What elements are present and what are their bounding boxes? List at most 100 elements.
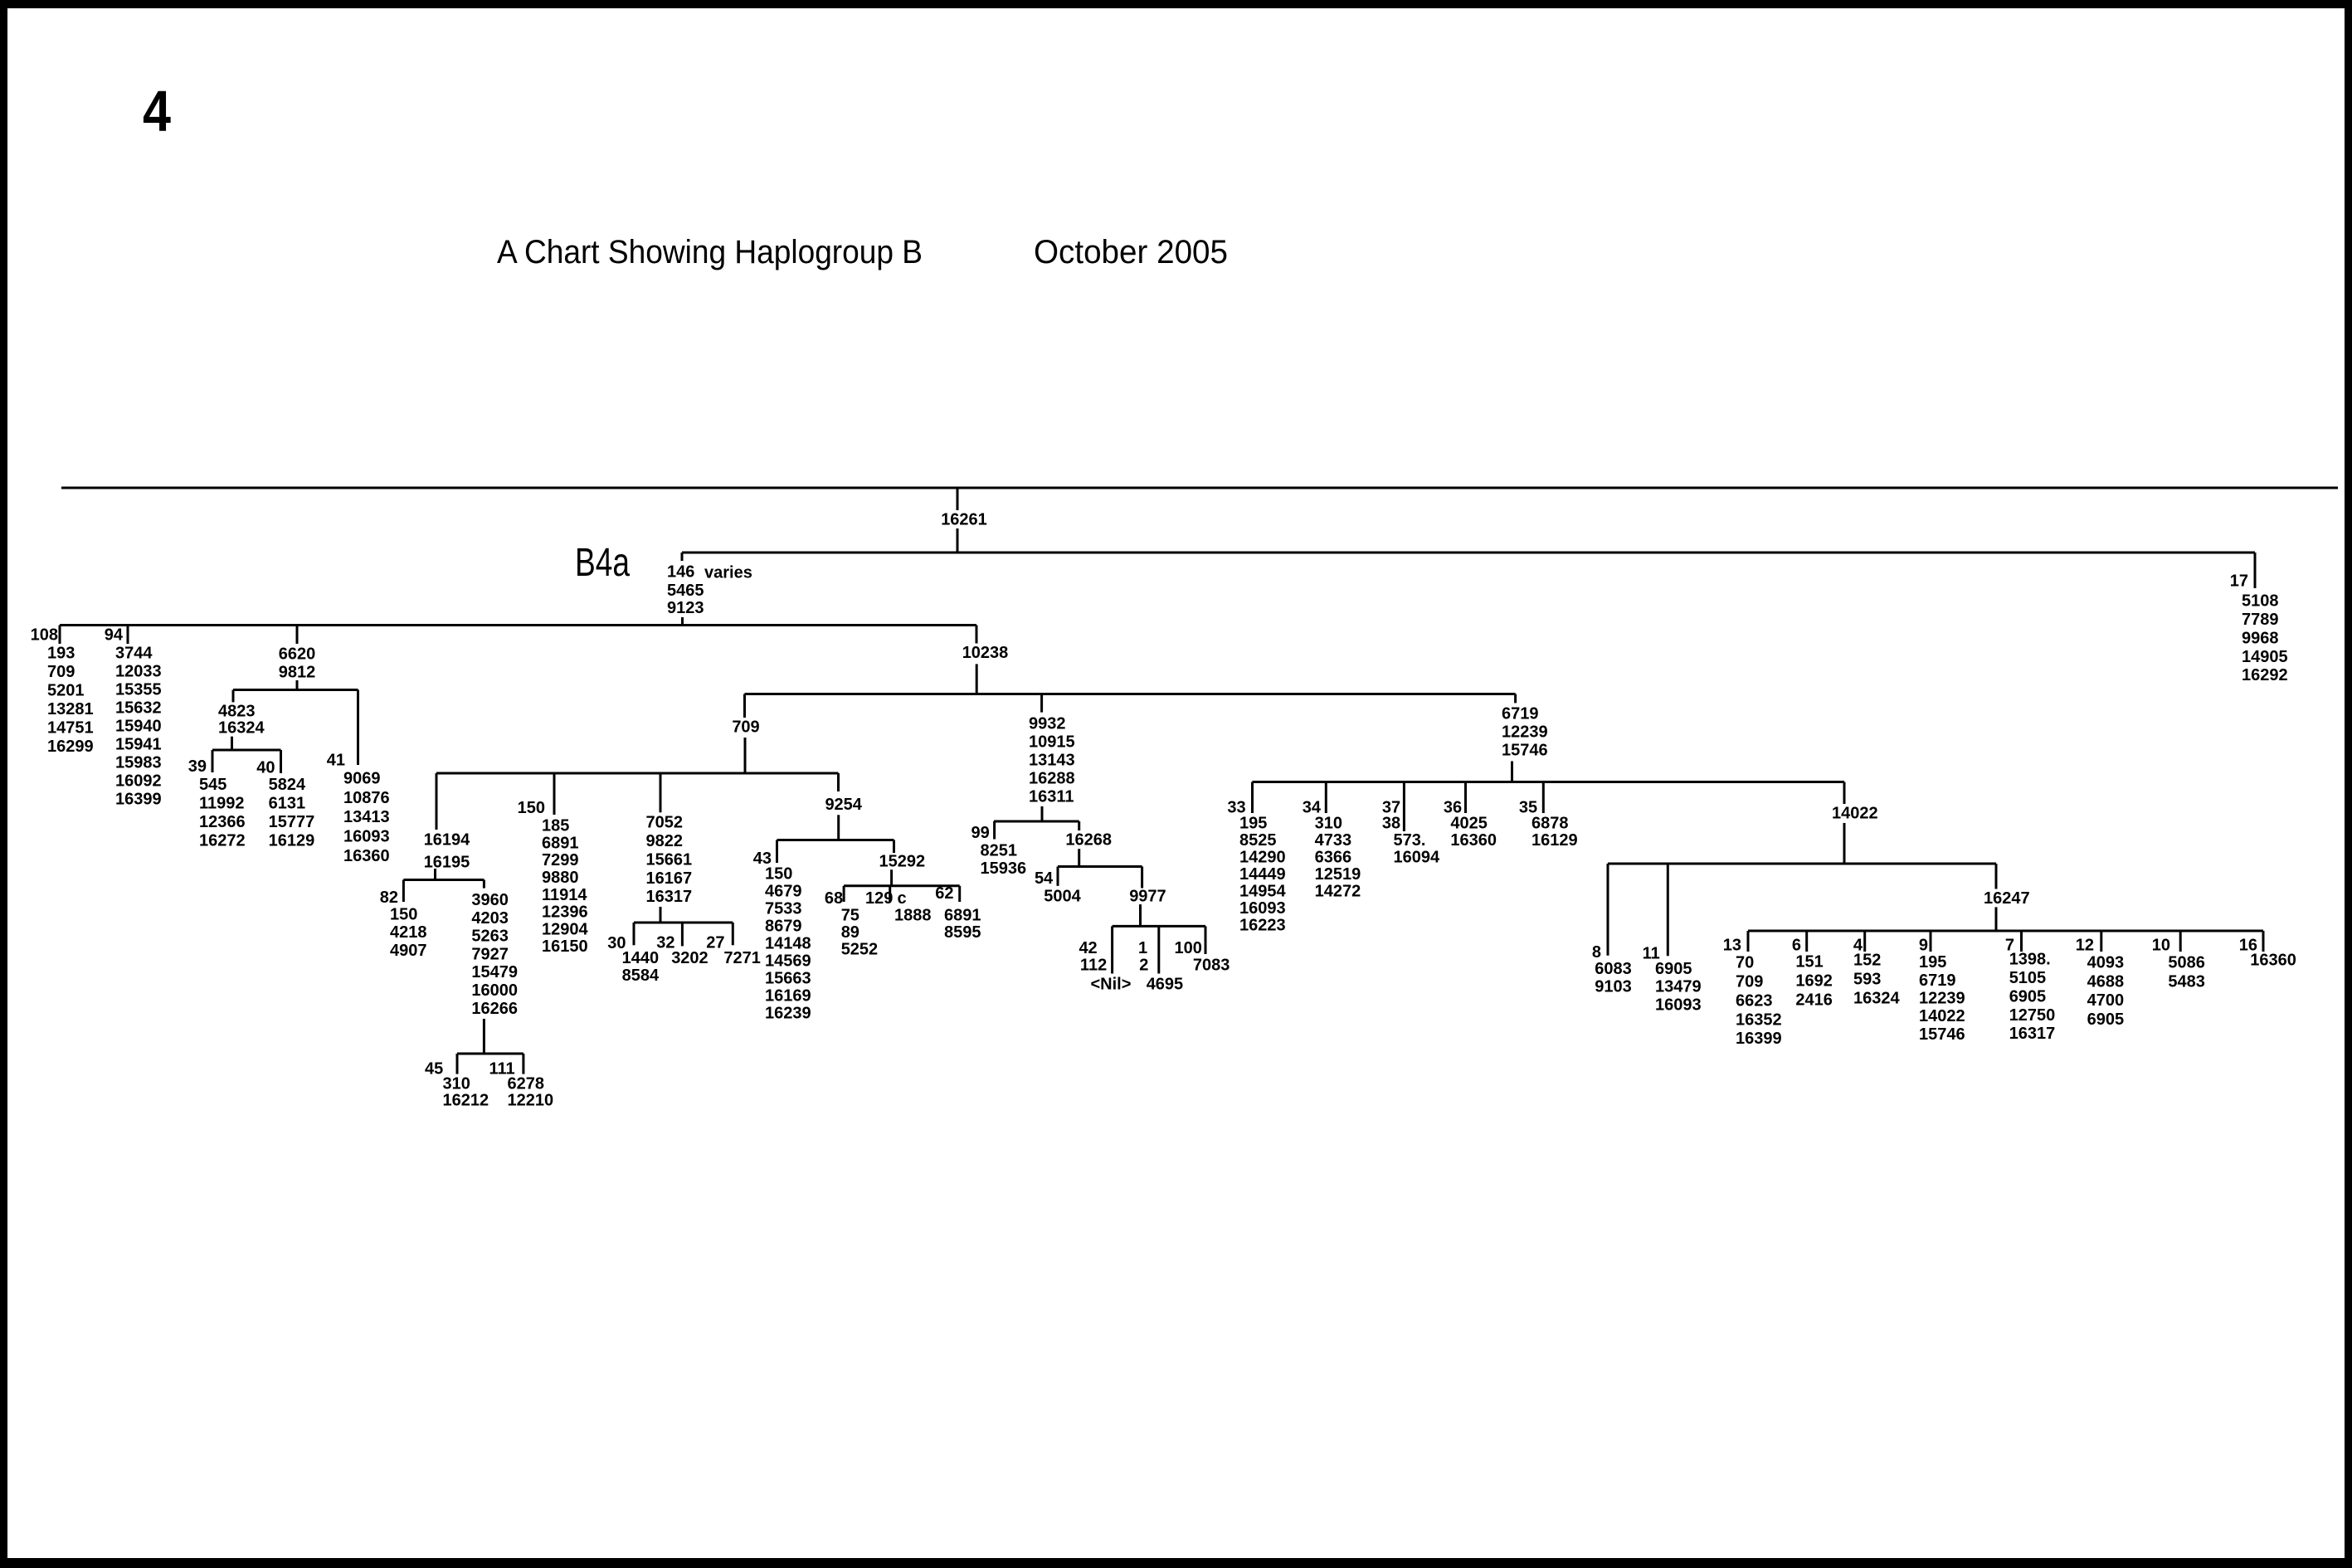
svg-text:709: 709	[47, 663, 75, 681]
svg-text:5483: 5483	[2168, 972, 2205, 991]
svg-text:16093: 16093	[343, 828, 390, 846]
svg-text:150: 150	[765, 865, 792, 884]
svg-text:7083: 7083	[1193, 956, 1230, 974]
svg-text:15746: 15746	[1919, 1025, 1965, 1044]
svg-text:6623: 6623	[1736, 991, 1773, 1010]
svg-text:68: 68	[825, 889, 843, 908]
svg-text:7: 7	[2005, 937, 2014, 955]
svg-text:30: 30	[607, 934, 626, 952]
svg-text:7533: 7533	[765, 900, 802, 918]
svg-text:4218: 4218	[390, 923, 427, 942]
svg-text:B4a: B4a	[575, 541, 630, 585]
svg-text:14272: 14272	[1315, 883, 1361, 901]
svg-text:3202: 3202	[671, 949, 709, 967]
svg-text:6905: 6905	[1655, 960, 1692, 978]
svg-text:16360: 16360	[2250, 952, 2296, 970]
svg-text:5086: 5086	[2168, 954, 2205, 972]
svg-text:16094: 16094	[1394, 849, 1440, 867]
svg-text:15777: 15777	[269, 813, 315, 831]
svg-text:4688: 4688	[2087, 972, 2125, 991]
svg-text:16239: 16239	[765, 1005, 811, 1023]
svg-text:October 2005: October 2005	[1034, 234, 1228, 270]
svg-text:70: 70	[1736, 954, 1754, 972]
svg-text:14905: 14905	[2242, 648, 2288, 666]
svg-text:10915: 10915	[1029, 733, 1075, 752]
svg-text:129: 129	[865, 889, 893, 908]
svg-text:16223: 16223	[1239, 917, 1286, 935]
svg-text:16194: 16194	[424, 831, 470, 850]
svg-text:6131: 6131	[269, 794, 306, 812]
svg-text:16317: 16317	[646, 888, 693, 906]
svg-text:6891: 6891	[542, 834, 579, 852]
svg-text:185: 185	[542, 817, 569, 835]
svg-text:43: 43	[753, 850, 772, 868]
svg-text:15746: 15746	[1502, 742, 1548, 760]
svg-text:146: 146	[667, 563, 694, 582]
svg-text:14954: 14954	[1239, 883, 1286, 901]
svg-text:13413: 13413	[343, 808, 390, 826]
svg-text:6620: 6620	[279, 645, 316, 664]
svg-text:12366: 12366	[199, 813, 246, 831]
svg-text:6719: 6719	[1502, 705, 1539, 723]
svg-text:4: 4	[143, 79, 171, 144]
svg-text:108: 108	[31, 626, 58, 645]
svg-text:9: 9	[1919, 937, 1928, 955]
svg-text:16000: 16000	[471, 981, 518, 1000]
svg-text:111: 111	[489, 1060, 515, 1079]
svg-text:16266: 16266	[471, 1000, 518, 1018]
svg-text:varies: varies	[704, 564, 752, 582]
svg-text:32: 32	[656, 934, 674, 952]
svg-text:14449: 14449	[1239, 865, 1286, 884]
svg-text:40: 40	[256, 759, 275, 777]
svg-text:8: 8	[1592, 943, 1601, 962]
svg-text:A Chart Showing Haplogroup B: A Chart Showing Haplogroup B	[497, 234, 923, 270]
svg-text:10: 10	[2152, 937, 2170, 955]
svg-text:41: 41	[327, 752, 345, 770]
svg-text:9880: 9880	[542, 869, 579, 887]
svg-text:16150: 16150	[542, 937, 588, 956]
svg-text:15983: 15983	[115, 754, 162, 772]
svg-text:15355: 15355	[115, 681, 162, 699]
svg-text:1888: 1888	[894, 907, 932, 925]
svg-text:c: c	[898, 889, 907, 908]
svg-text:16247: 16247	[1984, 889, 2030, 908]
svg-text:4700: 4700	[2087, 991, 2125, 1010]
svg-text:16: 16	[2239, 937, 2257, 955]
svg-text:152: 152	[1853, 951, 1881, 969]
svg-text:99: 99	[971, 824, 990, 842]
svg-text:6905: 6905	[2087, 1010, 2125, 1029]
svg-text:16093: 16093	[1655, 996, 1702, 1014]
svg-text:14148: 14148	[765, 935, 811, 953]
svg-text:16399: 16399	[115, 791, 162, 809]
svg-text:16129: 16129	[1531, 831, 1578, 850]
svg-text:10876: 10876	[343, 789, 390, 807]
svg-text:15632: 15632	[115, 699, 162, 718]
svg-text:7789: 7789	[2242, 611, 2279, 629]
svg-text:8595: 8595	[944, 923, 981, 942]
svg-text:6905: 6905	[2009, 987, 2047, 1006]
svg-text:75: 75	[841, 907, 859, 925]
svg-text:9254: 9254	[825, 796, 862, 814]
svg-text:593: 593	[1853, 971, 1881, 989]
svg-text:4907: 4907	[390, 942, 427, 960]
svg-text:89: 89	[841, 923, 859, 942]
svg-text:15663: 15663	[765, 970, 811, 988]
svg-text:6: 6	[1792, 937, 1801, 955]
svg-text:16352: 16352	[1736, 1010, 1782, 1029]
svg-text:13: 13	[1723, 937, 1741, 955]
svg-text:16324: 16324	[1853, 990, 1900, 1008]
svg-text:9968: 9968	[2242, 629, 2279, 647]
svg-text:16092: 16092	[115, 772, 162, 791]
svg-text:6278: 6278	[508, 1075, 545, 1093]
svg-text:33: 33	[1227, 799, 1245, 817]
svg-text:12239: 12239	[1919, 990, 1965, 1008]
svg-text:4025: 4025	[1450, 815, 1488, 833]
svg-text:13281: 13281	[47, 700, 94, 718]
svg-text:16093: 16093	[1239, 899, 1286, 918]
svg-text:16317: 16317	[2009, 1025, 2056, 1043]
svg-text:12: 12	[2076, 937, 2094, 955]
svg-text:15936: 15936	[981, 859, 1027, 878]
svg-text:6878: 6878	[1531, 815, 1569, 833]
svg-text:9812: 9812	[279, 664, 316, 682]
svg-text:545: 545	[199, 776, 226, 794]
